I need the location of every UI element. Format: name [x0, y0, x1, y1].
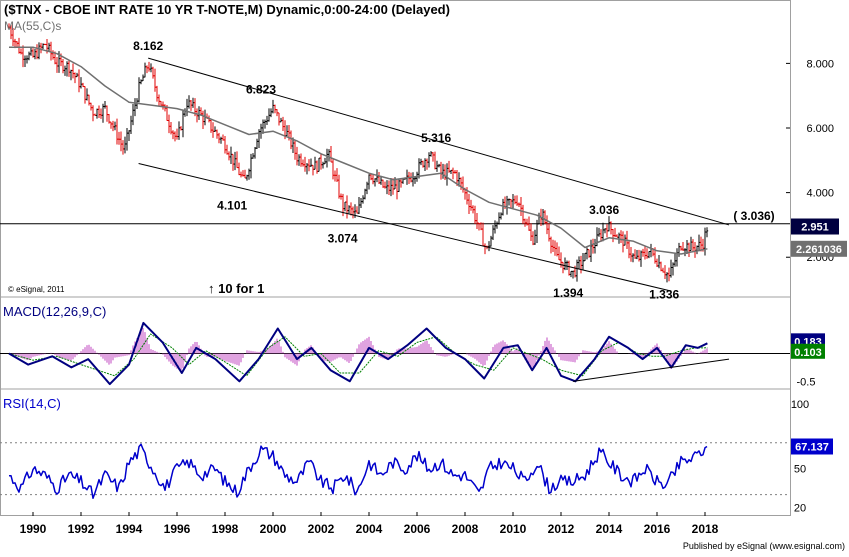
channel-trendline: [148, 57, 730, 226]
macd-panel: [0, 321, 790, 386]
x-tick-label: 1990: [20, 522, 47, 536]
macd-trendline: [572, 358, 730, 382]
price-annotation: 1.394: [553, 286, 583, 300]
price-annotation: 3.036: [589, 203, 619, 217]
x-tick-label: 1992: [68, 522, 95, 536]
last-price-box: [791, 218, 839, 235]
x-tick-label: 1994: [116, 522, 143, 536]
x-tick-label: 2016: [644, 522, 671, 536]
x-tick-label: 2000: [260, 522, 287, 536]
rsi-last-box: [791, 438, 833, 455]
price-y-tick-label: 4.000: [806, 188, 834, 200]
axes: 1990 1992 1994 1996 1998 2000 2002 2004 2006 2008…: [20, 58, 847, 536]
price-y-tick-label: 6.000: [806, 123, 834, 135]
chart-frame: [0, 0, 791, 516]
split-note: ↑ 10 for 1: [208, 281, 264, 296]
x-tick-label: 2014: [596, 522, 623, 536]
ma-line: [9, 46, 708, 255]
rsi-y-tick-label: 50: [794, 464, 806, 476]
rsi-last-label: 67.137: [795, 441, 829, 453]
macd-signal-line: [8, 333, 708, 377]
ma-last-box: [791, 240, 847, 257]
x-tick-label: 2012: [548, 522, 575, 536]
rsi-label: RSI(14,C): [3, 396, 61, 411]
rsi-line: [8, 443, 708, 499]
last-price-label: 2.951: [801, 222, 829, 234]
x-tick-label: 2006: [404, 522, 431, 536]
rsi-y-tick-label: 20: [794, 503, 806, 515]
rsi-y-tick-label: 100: [791, 399, 809, 411]
labels: ($TNX - CBOE INT RATE 10 YR T-NOTE,M) Dy…: [3, 2, 845, 551]
x-tick-label: 2008: [452, 522, 479, 536]
macd-last-label: 0.103: [794, 347, 822, 359]
ma-last-label: 2.261036: [796, 244, 842, 256]
price-annotation: 1.336: [649, 288, 679, 302]
price-panel: 8.162 6.823 5.316 3.036 4.101 3.074 1.394 1.336…: [0, 23, 790, 302]
price-annotation: 5.316: [421, 131, 451, 145]
macd-label: MACD(12,26,9,C): [3, 304, 106, 319]
ma-label: MA(55,C)s: [4, 19, 61, 33]
price-annotation: 4.101: [217, 198, 247, 212]
macd-last-box: [791, 343, 825, 359]
x-tick-label: 1996: [164, 522, 191, 536]
price-annotation: ( 3.036): [733, 209, 774, 223]
price-y-tick-label: 8.000: [806, 58, 834, 70]
channel-trendline: [138, 163, 672, 292]
x-tick-label: 1998: [212, 522, 239, 536]
x-tick-label: 2002: [308, 522, 335, 536]
x-tick-label: 2010: [500, 522, 527, 536]
footer-text: Published by eSignal (www.esignal.com): [683, 541, 845, 551]
x-tick-label: 2004: [356, 522, 383, 536]
macd-y-tick-label: -0.5: [797, 376, 816, 388]
rsi-panel: [0, 442, 790, 499]
price-annotation: 8.162: [133, 39, 163, 53]
macd-line: [8, 321, 708, 386]
price-annotation: 6.823: [246, 82, 276, 96]
chart-title: ($TNX - CBOE INT RATE 10 YR T-NOTE,M) Dy…: [4, 2, 450, 17]
price-annotation: 3.074: [328, 232, 358, 246]
copyright-text: © eSignal, 2011: [8, 285, 65, 294]
x-tick-label: 2018: [692, 522, 719, 536]
